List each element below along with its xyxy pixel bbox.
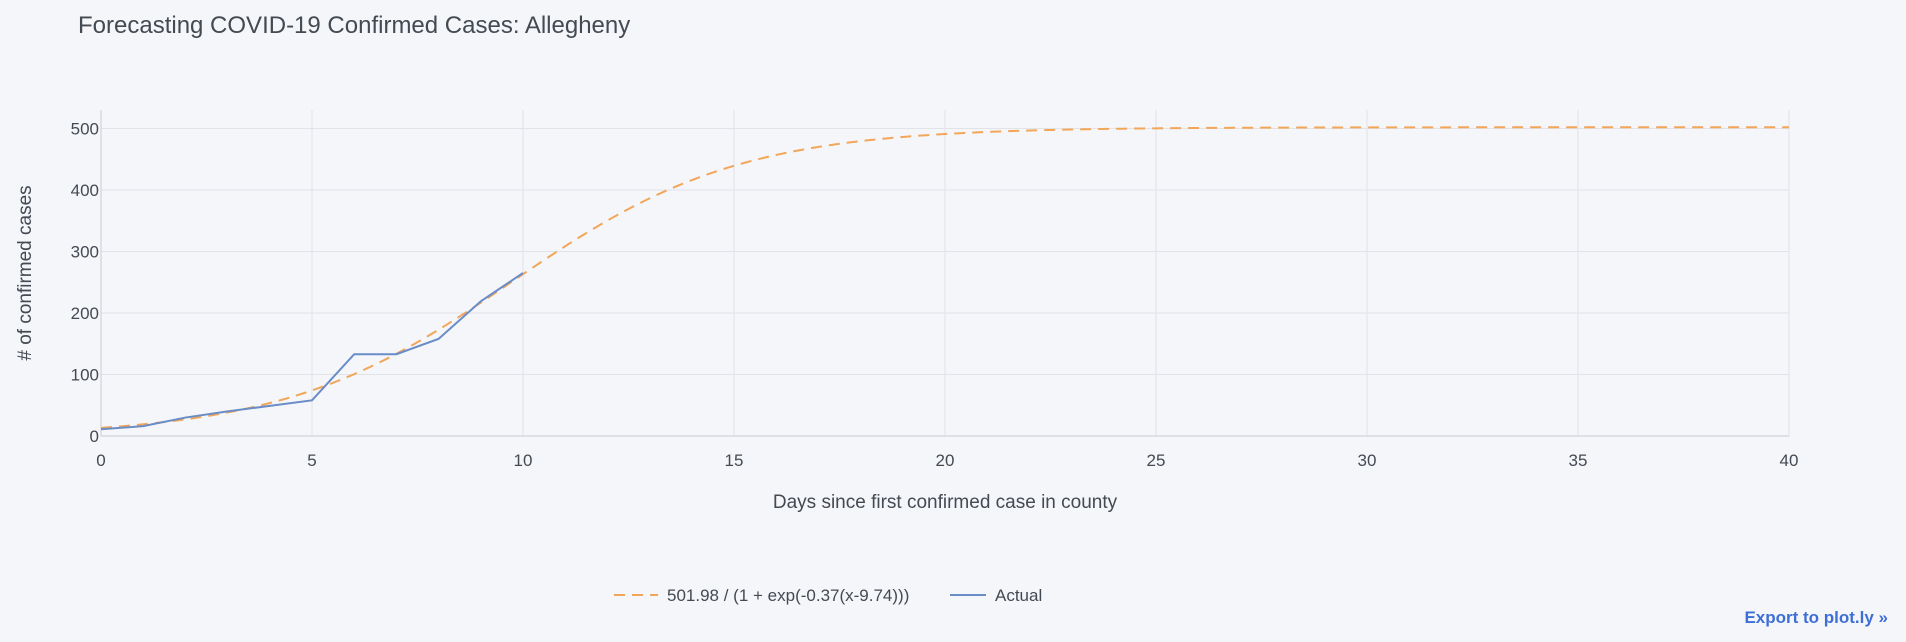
x-tick-label: 20 (936, 451, 955, 470)
x-tick-labels: 0 5 10 15 20 25 30 35 40 (96, 451, 1798, 470)
legend-item-fit[interactable]: 501.98 / (1 + exp(-0.37(x-9.74))) (614, 586, 909, 605)
y-tick-label: 0 (90, 427, 99, 446)
x-tick-label: 25 (1147, 451, 1166, 470)
x-tick-label: 40 (1780, 451, 1799, 470)
y-axis-label: # of confirmed cases (15, 185, 36, 360)
y-tick-label: 100 (71, 365, 99, 384)
y-tick-label: 300 (71, 242, 99, 261)
actual-points (100, 272, 524, 430)
y-tick-label: 400 (71, 181, 99, 200)
x-tick-label: 5 (307, 451, 316, 470)
x-axis-label: Days since first confirmed case in count… (773, 492, 1118, 513)
legend-item-actual[interactable]: Actual (950, 586, 1042, 605)
x-gridlines (100, 110, 1790, 436)
chart-title: Forecasting COVID-19 Confirmed Cases: Al… (78, 12, 631, 39)
x-tick-label: 15 (725, 451, 744, 470)
legend-label-actual: Actual (995, 586, 1042, 605)
series-line-fit (100, 126, 1789, 429)
x-tick-label: 0 (96, 451, 105, 470)
legend-label-fit: 501.98 / (1 + exp(-0.37(x-9.74))) (667, 586, 909, 605)
x-tick-label: 30 (1358, 451, 1377, 470)
x-tick-label: 10 (514, 451, 533, 470)
y-tick-labels: 0 100 200 300 400 500 (71, 119, 99, 446)
legend[interactable]: 501.98 / (1 + exp(-0.37(x-9.74))) Actual (614, 586, 1042, 605)
export-to-plotly-link[interactable]: Export to plot.ly » (1744, 608, 1888, 627)
y-tick-label: 500 (71, 119, 99, 138)
y-tick-label: 200 (71, 304, 99, 323)
x-tick-label: 35 (1569, 451, 1588, 470)
